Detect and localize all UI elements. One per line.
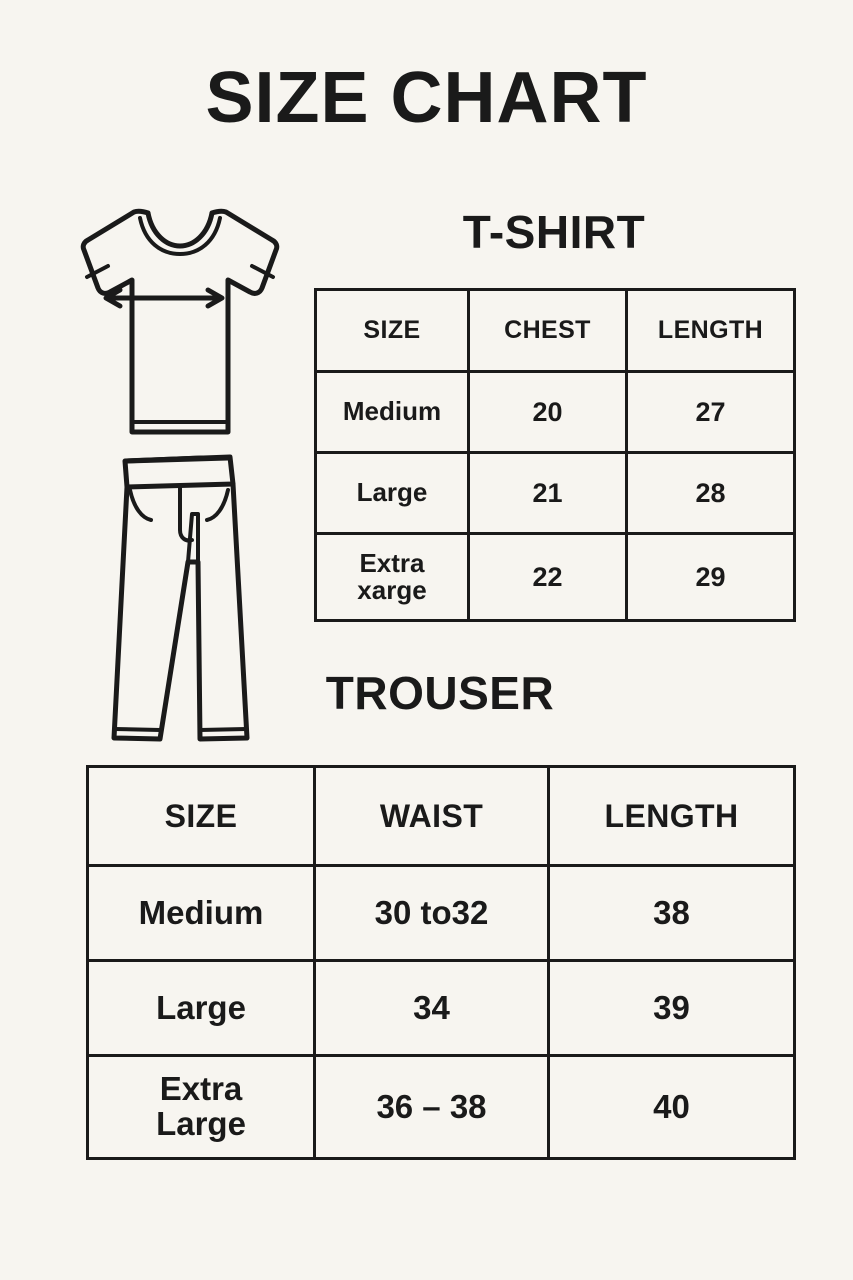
cell-waist: 36 – 38: [313, 1054, 550, 1160]
column-header-length: LENGTH: [625, 288, 796, 373]
table-row: Medium 20 27: [314, 370, 796, 454]
column-header-size: SIZE: [314, 288, 470, 373]
table-row: Large 21 28: [314, 451, 796, 535]
cell-length: 27: [625, 370, 796, 454]
trouser-illustration: [100, 452, 312, 752]
trouser-size-table: SIZE WAIST LENGTH Medium 30 to32 38 Larg…: [86, 765, 796, 1160]
cell-chest: 20: [467, 370, 628, 454]
cell-size: Large: [314, 451, 470, 535]
table-header-row: SIZE CHEST LENGTH: [314, 288, 796, 373]
column-header-size: SIZE: [86, 765, 316, 867]
cell-length: 28: [625, 451, 796, 535]
table-row: Medium 30 to32 38: [86, 864, 796, 962]
tshirt-size-table: SIZE CHEST LENGTH Medium 20 27 Large 21 …: [314, 288, 796, 622]
column-header-length: LENGTH: [547, 765, 796, 867]
chest-measure-arrow: [103, 287, 225, 309]
section-heading-tshirt: T-SHIRT: [462, 206, 646, 258]
cell-chest: 22: [467, 532, 628, 622]
cell-waist: 34: [313, 959, 550, 1057]
cell-length: 39: [547, 959, 796, 1057]
cell-size: Medium: [314, 370, 470, 454]
cell-chest: 21: [467, 451, 628, 535]
cell-length: 29: [625, 532, 796, 622]
cell-length: 38: [547, 864, 796, 962]
cell-size: Extra xarge: [314, 532, 470, 622]
table-row: Extra Large 36 – 38 40: [86, 1054, 796, 1160]
section-heading-trouser: TROUSER: [325, 667, 555, 719]
cell-waist: 30 to32: [313, 864, 550, 962]
tshirt-illustration: [48, 196, 310, 448]
table-row: Extra xarge 22 29: [314, 532, 796, 622]
cell-size: Medium: [86, 864, 316, 962]
table-row: Large 34 39: [86, 959, 796, 1057]
column-header-waist: WAIST: [313, 765, 550, 867]
cell-size: Large: [86, 959, 316, 1057]
table-header-row: SIZE WAIST LENGTH: [86, 765, 796, 867]
column-header-chest: CHEST: [467, 288, 628, 373]
cell-length: 40: [547, 1054, 796, 1160]
page-title: SIZE CHART: [205, 58, 648, 138]
cell-size: Extra Large: [86, 1054, 316, 1160]
